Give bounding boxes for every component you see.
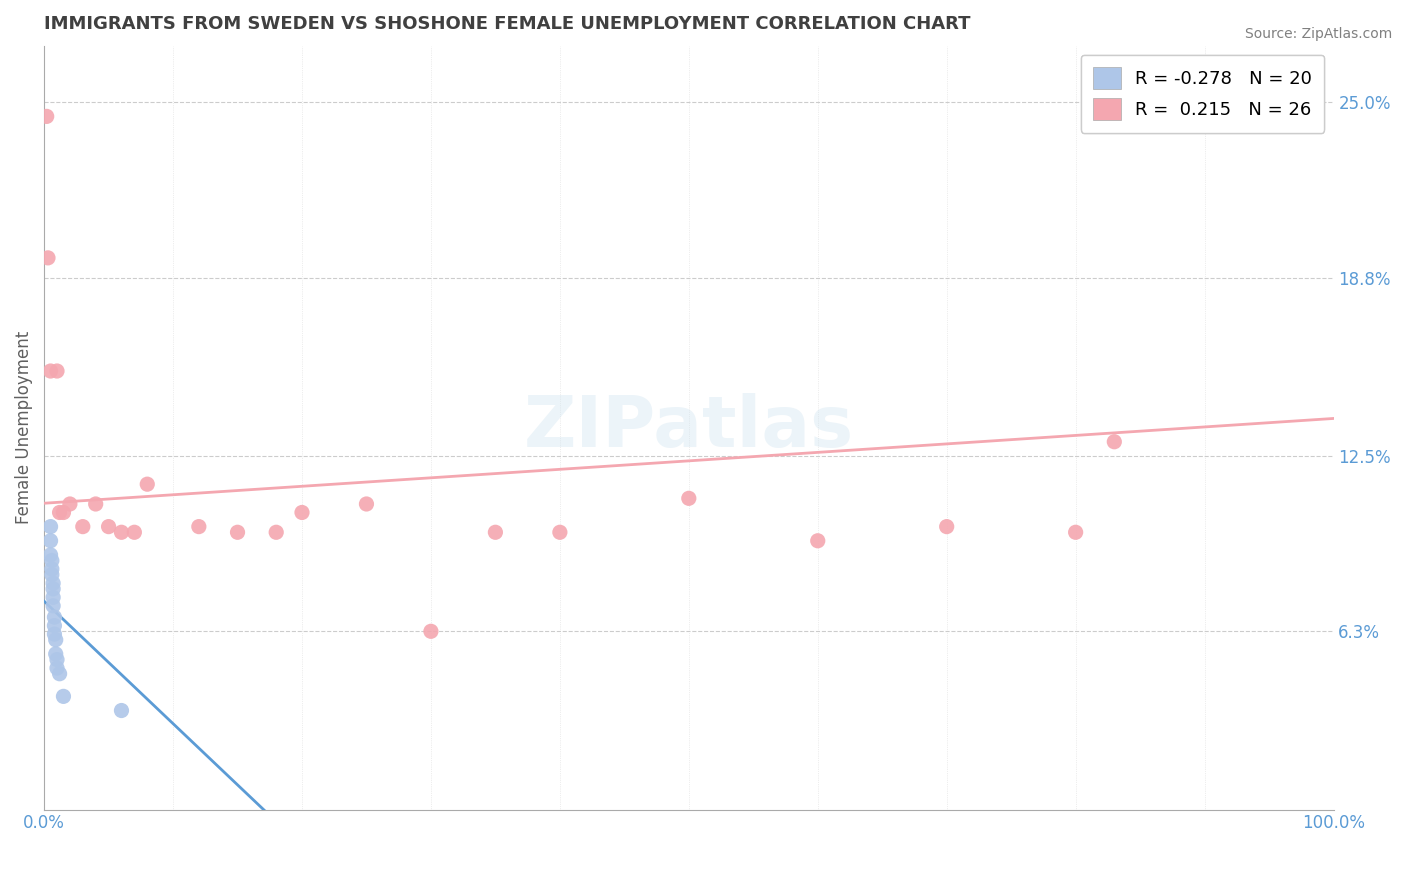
Text: ZIPatlas: ZIPatlas bbox=[524, 393, 853, 462]
Point bbox=[1064, 525, 1087, 540]
Point bbox=[41, 567, 63, 582]
Point bbox=[264, 525, 287, 540]
Point bbox=[44, 618, 66, 632]
Point bbox=[41, 553, 63, 567]
Point bbox=[419, 624, 441, 639]
Point bbox=[52, 506, 75, 520]
Point bbox=[39, 548, 62, 562]
Point bbox=[44, 610, 66, 624]
Point bbox=[48, 666, 70, 681]
Point bbox=[42, 599, 65, 613]
Point bbox=[37, 251, 59, 265]
Text: IMMIGRANTS FROM SWEDEN VS SHOSHONE FEMALE UNEMPLOYMENT CORRELATION CHART: IMMIGRANTS FROM SWEDEN VS SHOSHONE FEMAL… bbox=[44, 15, 970, 33]
Point bbox=[44, 627, 66, 641]
Point bbox=[39, 533, 62, 548]
Point bbox=[548, 525, 571, 540]
Point bbox=[226, 525, 249, 540]
Point bbox=[46, 364, 69, 378]
Text: Source: ZipAtlas.com: Source: ZipAtlas.com bbox=[1244, 27, 1392, 41]
Point bbox=[807, 533, 830, 548]
Point bbox=[42, 582, 65, 596]
Point bbox=[1104, 434, 1126, 449]
Point bbox=[46, 652, 69, 666]
Point bbox=[110, 525, 132, 540]
Point bbox=[136, 477, 159, 491]
Point bbox=[45, 632, 67, 647]
Point bbox=[484, 525, 506, 540]
Point bbox=[39, 364, 62, 378]
Point bbox=[124, 525, 146, 540]
Point bbox=[97, 519, 120, 533]
Point bbox=[935, 519, 957, 533]
Point bbox=[187, 519, 209, 533]
Point bbox=[42, 576, 65, 591]
Point bbox=[59, 497, 82, 511]
Point bbox=[41, 562, 63, 576]
Point bbox=[48, 506, 70, 520]
Point bbox=[46, 661, 69, 675]
Point bbox=[52, 690, 75, 704]
Y-axis label: Female Unemployment: Female Unemployment bbox=[15, 331, 32, 524]
Point bbox=[84, 497, 107, 511]
Point bbox=[42, 591, 65, 605]
Point bbox=[110, 704, 132, 718]
Point bbox=[678, 491, 700, 506]
Legend: R = -0.278   N = 20, R =  0.215   N = 26: R = -0.278 N = 20, R = 0.215 N = 26 bbox=[1081, 54, 1324, 133]
Point bbox=[39, 519, 62, 533]
Point bbox=[356, 497, 378, 511]
Point bbox=[72, 519, 94, 533]
Point bbox=[45, 647, 67, 661]
Point bbox=[291, 506, 314, 520]
Point bbox=[35, 109, 58, 123]
